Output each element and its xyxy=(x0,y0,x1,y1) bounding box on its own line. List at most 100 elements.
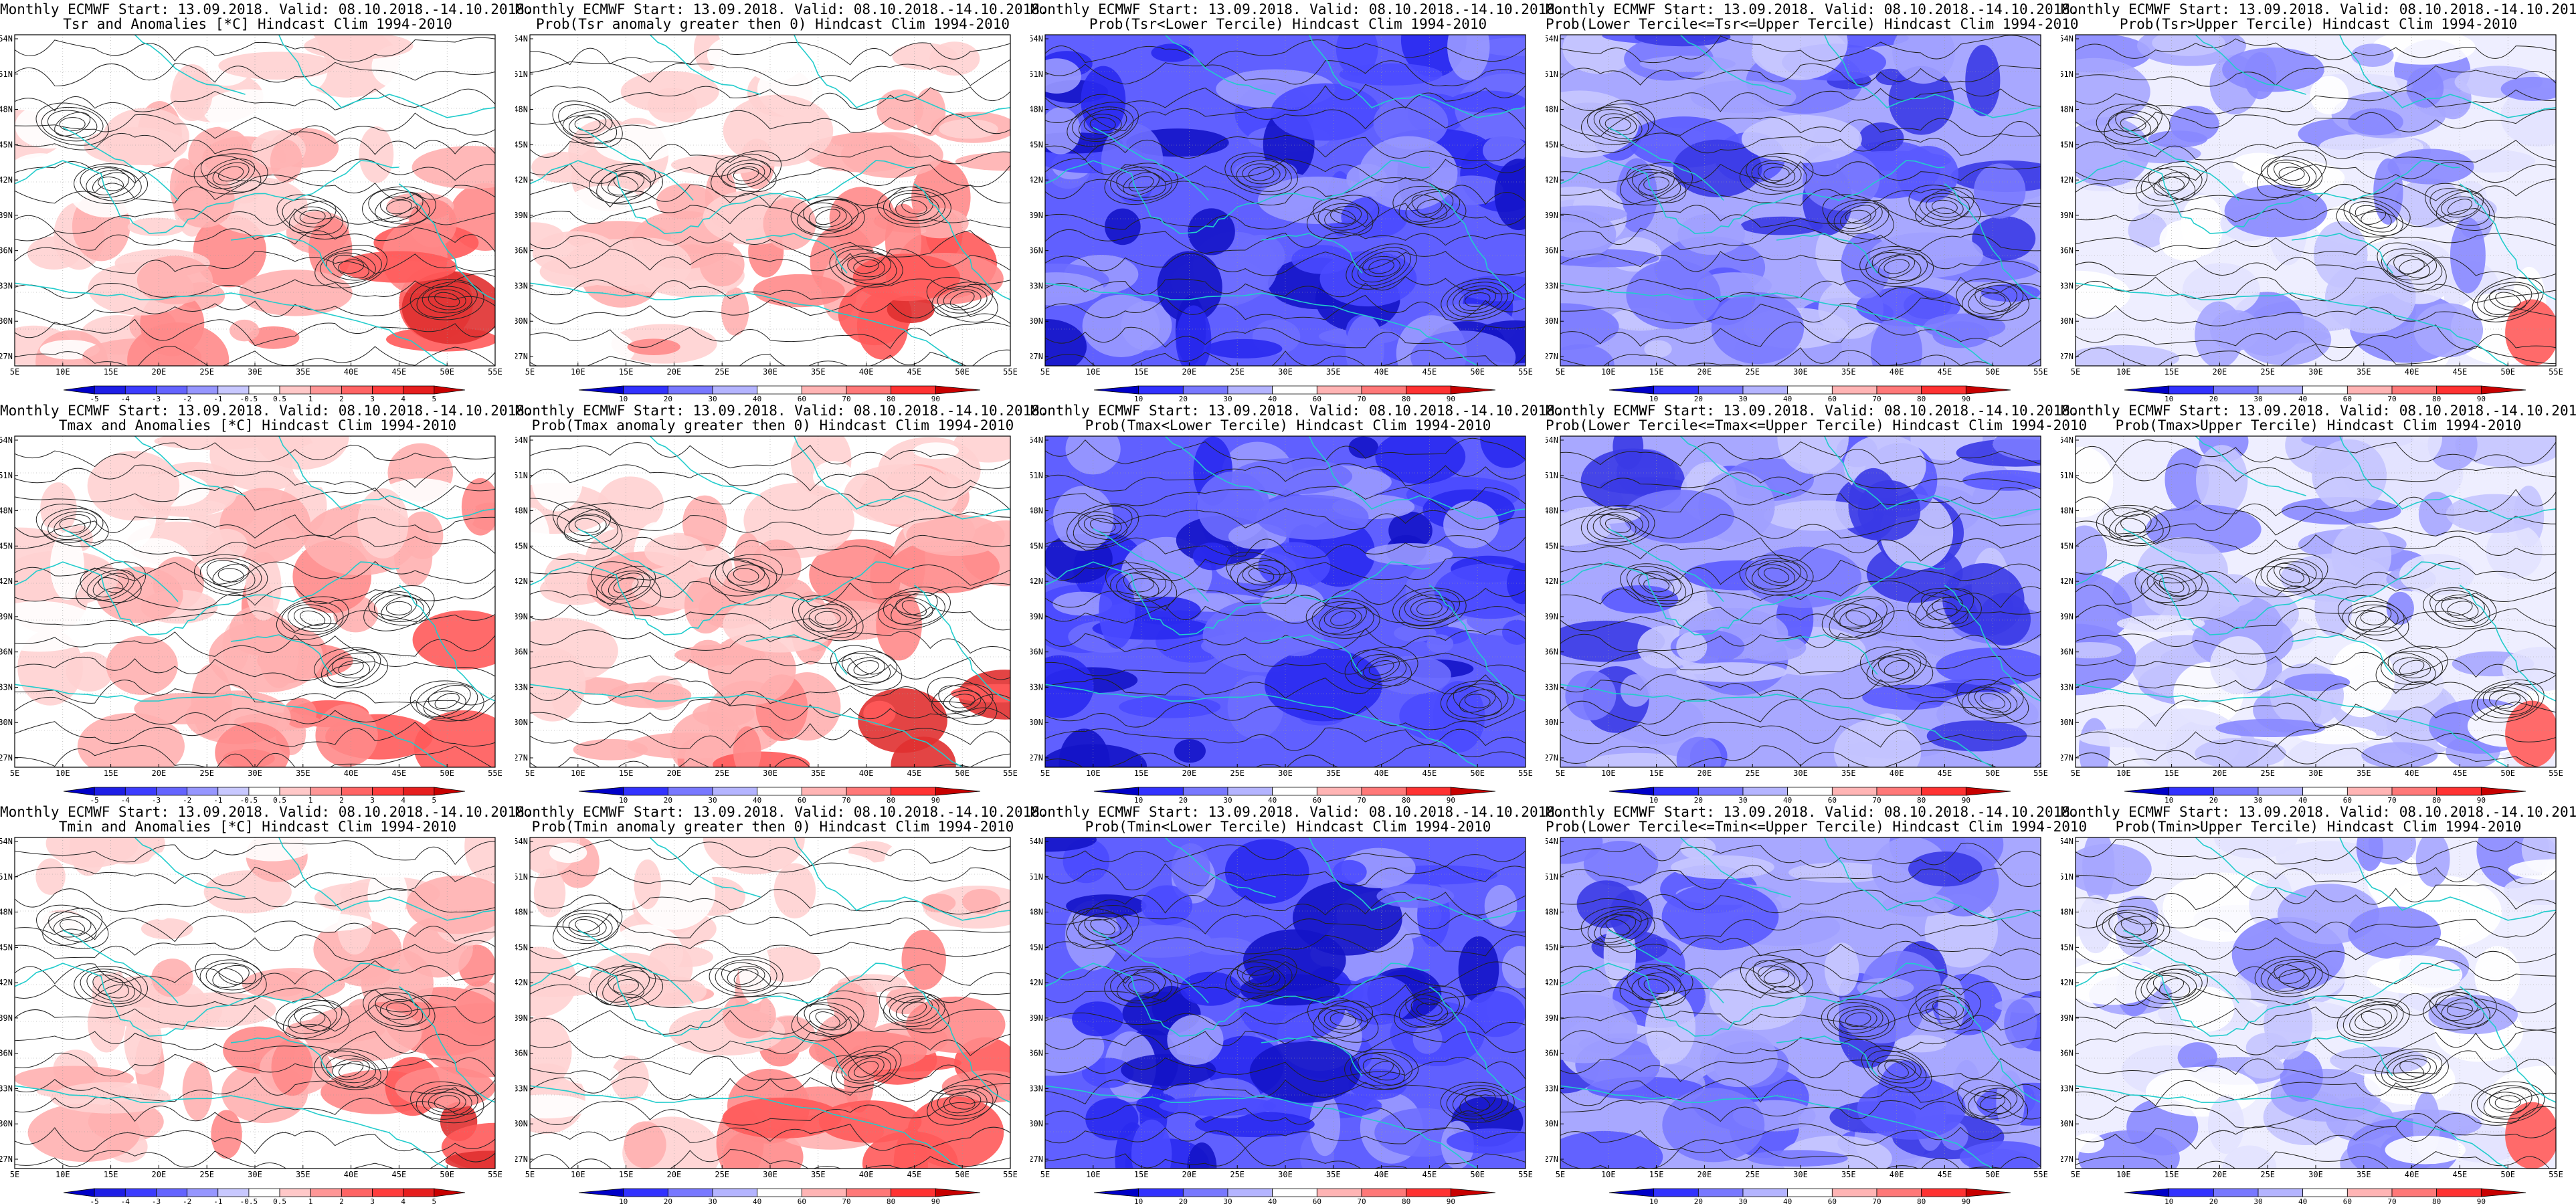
colorbar-segment xyxy=(1831,1188,1877,1197)
longitude-tick-label: 30E xyxy=(248,769,262,778)
colorbar-tick-label: 30 xyxy=(1223,395,1232,401)
colorbar-tick-label: 30 xyxy=(708,796,717,803)
longitude-tick-label: 50E xyxy=(955,769,970,778)
colorbar: 10 20 30 40 60 70 80 90 xyxy=(1093,385,1496,401)
colorbar-tick-label: 80 xyxy=(887,1197,895,1204)
colorbar-segment xyxy=(2258,787,2304,796)
longitude-tick-label: 55E xyxy=(488,367,502,377)
latitude-tick-label: 48N xyxy=(1030,105,1043,114)
latitude-tick-label: 33N xyxy=(1030,1084,1043,1093)
latitude-tick-label: 45N xyxy=(515,140,528,149)
longitude-tick-label: 30E xyxy=(763,1170,777,1179)
colorbar-tick-label: 60 xyxy=(1828,395,1837,401)
longitude-tick-label: 15E xyxy=(2165,367,2179,377)
colorbar-tick-label: 10 xyxy=(619,395,628,401)
panel-title-line1: Monthly ECMWF Start: 13.09.2018. Valid: … xyxy=(515,403,1048,419)
colorbar-tick-label: -4 xyxy=(121,796,130,803)
longitude-tick-label: 10E xyxy=(571,769,585,778)
colorbar-tick-label: 10 xyxy=(2165,796,2173,803)
latitude-tick-label: 36N xyxy=(2061,1049,2074,1058)
latitude-tick-label: 54N xyxy=(515,837,528,846)
latitude-tick-label: 33N xyxy=(515,281,528,290)
latitude-tick-label: 39N xyxy=(1546,612,1558,621)
map-figure: 54N 51N 48N 45N 42N 39N 36N 33N 30N 27N 5E 10E 15E 20… xyxy=(1030,837,1533,1204)
latitude-tick-label: 51N xyxy=(1546,872,1558,882)
longitude-tick-label: 30E xyxy=(248,367,262,377)
colorbar-segment xyxy=(801,787,847,796)
colorbar-segment xyxy=(63,1188,95,1197)
longitude-tick-label: 10E xyxy=(1601,769,1616,778)
contour-lines xyxy=(2076,839,2556,1169)
colorbar-tick-label: 30 xyxy=(708,395,717,401)
latitude-tick-label: 33N xyxy=(2061,1084,2074,1093)
map-figure: 54N 51N 48N 45N 42N 39N 36N 33N 30N 27N 5E 10E 15E 20… xyxy=(1030,435,1533,803)
colorbar-segment xyxy=(667,787,713,796)
colorbar-tick-label: 70 xyxy=(2387,1197,2396,1204)
colorbar-segment xyxy=(2480,1188,2526,1197)
shaded-field xyxy=(1045,837,1526,1169)
colorbar-tick-label: -1 xyxy=(213,395,222,401)
longitude-tick-label: 50E xyxy=(955,367,970,377)
colorbar-tick-label: 70 xyxy=(1357,796,1366,803)
longitude-tick-label: 35E xyxy=(1326,769,1341,778)
colorbar-segment xyxy=(94,1188,126,1197)
longitude-tick-label: 50E xyxy=(440,367,454,377)
longitude-tick-label: 10E xyxy=(56,367,70,377)
map-panel: Monthly ECMWF Start: 13.09.2018. Valid: … xyxy=(515,803,1048,1204)
colorbar-segment xyxy=(623,787,668,796)
latitude-tick-label: 36N xyxy=(0,1049,13,1058)
shaded-field xyxy=(2076,837,2556,1169)
colorbar-segment xyxy=(1406,1188,1451,1197)
longitude-tick-label: 35E xyxy=(2357,367,2371,377)
map-figure: 54N 51N 48N 45N 42N 39N 36N 33N 30N 27N 5E 10E 15E 20… xyxy=(1546,435,2048,803)
latitude-tick-label: 36N xyxy=(515,246,528,256)
colorbar-segment xyxy=(403,1188,435,1197)
longitude-tick-label: 10E xyxy=(571,367,585,377)
colorbar-tick-label: 90 xyxy=(931,796,940,803)
colorbar-tick-label: 40 xyxy=(1783,1197,1792,1204)
colorbar-segment xyxy=(2213,385,2259,395)
latitude-tick-label: 27N xyxy=(1030,352,1043,361)
contour-lines xyxy=(1560,441,2041,767)
latitude-tick-label: 33N xyxy=(2061,682,2074,692)
colorbar-tick-label: 80 xyxy=(2432,395,2441,401)
colorbar-tick-label: -0.5 xyxy=(240,1197,258,1204)
colorbar-tick-label: -2 xyxy=(183,1197,191,1204)
colorbar-tick-label: 30 xyxy=(1738,395,1747,401)
colorbar-tick-label: 80 xyxy=(1917,1197,1926,1204)
longitude-tick-label: 10E xyxy=(1086,769,1101,778)
panel-title-line2: Tmin and Anomalies [*C] Hindcast Clim 19… xyxy=(58,819,457,835)
latitude-tick-label: 45N xyxy=(0,140,13,149)
colorbar: 10 20 30 40 60 70 80 90 xyxy=(2124,385,2526,401)
latitude-tick-label: 51N xyxy=(1546,70,1558,79)
latitude-tick-label: 48N xyxy=(1546,105,1558,114)
longitude-tick-label: 45E xyxy=(392,1170,407,1179)
colorbar-tick-label: 90 xyxy=(1447,796,1455,803)
latitude-tick-label: 54N xyxy=(515,435,528,445)
latitude-tick-label: 27N xyxy=(1546,1155,1558,1164)
colorbar-segment xyxy=(712,787,758,796)
longitude-tick-label: 50E xyxy=(1470,367,1485,377)
colorbar-tick-label: 40 xyxy=(2298,796,2307,803)
colorbar-segment xyxy=(156,1188,188,1197)
longitude-tick-label: 50E xyxy=(440,769,454,778)
longitude-tick-label: 5E xyxy=(525,1170,535,1179)
latitude-tick-label: 27N xyxy=(1546,753,1558,763)
latitude-tick-label: 48N xyxy=(1030,506,1043,516)
longitude-tick-label: 15E xyxy=(1134,367,1149,377)
colorbar-segment xyxy=(1093,787,1139,796)
map-panel: Monthly ECMWF Start: 13.09.2018. Valid: … xyxy=(0,803,533,1204)
latitude-tick-label: 51N xyxy=(0,872,13,882)
colorbar: 10 20 30 40 60 70 80 90 xyxy=(578,787,981,803)
map-panel: Monthly ECMWF Start: 13.09.2018. Valid: … xyxy=(515,0,1048,401)
map-panel: Monthly ECMWF Start: 13.09.2018. Valid: … xyxy=(1030,803,1564,1204)
longitude-tick-label: 50E xyxy=(2500,367,2515,377)
colorbar-tick-label: 60 xyxy=(1828,1197,1837,1204)
colorbar-segment xyxy=(248,1188,280,1197)
colorbar-tick-label: 30 xyxy=(2253,1197,2262,1204)
latitude-tick-label: 30N xyxy=(1546,718,1558,727)
colorbar-segment xyxy=(434,385,466,395)
coastlines xyxy=(1045,436,1526,767)
colorbar-segment xyxy=(403,385,435,395)
